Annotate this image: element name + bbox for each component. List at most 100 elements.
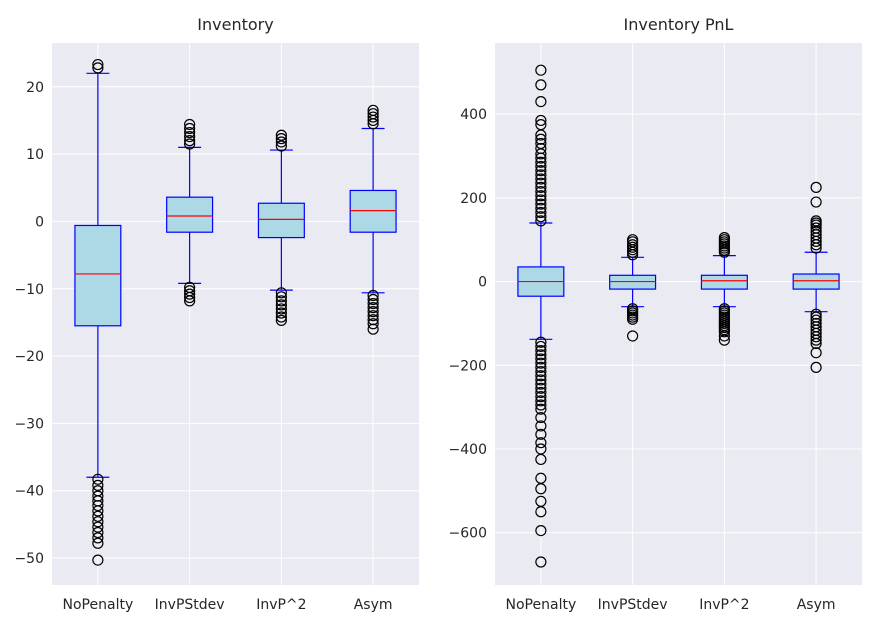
outlier-point xyxy=(184,118,196,131)
y-tick-label: −600 xyxy=(449,526,487,542)
outlier-point xyxy=(92,473,104,485)
outlier-point xyxy=(535,340,547,353)
boxes xyxy=(517,64,840,568)
outlier-point xyxy=(535,156,547,168)
x-tick-label: InvPStdev xyxy=(598,597,668,613)
outlier-point xyxy=(535,194,547,206)
outlier-point xyxy=(718,326,730,338)
outlier-point xyxy=(718,246,730,258)
x-tick-label: InvP^2 xyxy=(699,597,749,613)
outlier-point xyxy=(92,62,104,74)
outlier-point xyxy=(367,318,379,330)
iqr-box xyxy=(700,274,748,290)
outlier-point xyxy=(275,314,287,326)
box-nopenalty xyxy=(74,58,122,566)
box-invp-2 xyxy=(257,129,305,326)
y-tick-label: −20 xyxy=(14,349,44,365)
outlier-point xyxy=(367,118,379,130)
iqr-box xyxy=(792,273,840,290)
iqr-box xyxy=(349,189,397,233)
outlier-point xyxy=(535,437,547,449)
x-tick-label: NoPenalty xyxy=(63,597,134,613)
outlier-point xyxy=(184,130,196,143)
outlier-point xyxy=(275,133,287,145)
x-tick-labels: NoPenalty InvPStdev InvP^2 Asym xyxy=(63,597,393,613)
outlier-point xyxy=(367,297,379,310)
outlier-point xyxy=(627,330,639,342)
outlier-point xyxy=(535,357,547,369)
outlier-point xyxy=(535,160,547,173)
outlier-point xyxy=(535,95,547,108)
chart-title: Inventory PnL xyxy=(624,15,734,34)
x-tick-label: InvPStdev xyxy=(155,597,225,613)
outlier-point xyxy=(535,370,547,382)
outlier-point xyxy=(92,505,104,517)
box-asym xyxy=(792,181,840,373)
y-tick-labels: 20 10 0 −10 −20 −30 −40 −50 xyxy=(14,80,44,567)
outlier-point xyxy=(92,58,104,71)
outlier-point xyxy=(535,79,547,91)
outlier-point xyxy=(535,483,547,495)
y-tick-label: −40 xyxy=(14,484,44,500)
outlier-point xyxy=(275,291,287,303)
y-tick-label: −50 xyxy=(14,551,44,567)
outlier-point xyxy=(627,249,639,261)
y-tick-labels: 400 200 0 −200 −400 −600 xyxy=(449,107,487,542)
outlier-point xyxy=(184,135,196,147)
box-invpstdev xyxy=(609,234,657,342)
outlier-point xyxy=(535,185,547,198)
outlier-point xyxy=(810,361,822,373)
outlier-point xyxy=(535,506,547,518)
outlier-point xyxy=(535,181,547,193)
outlier-point xyxy=(92,510,104,522)
outlier-point xyxy=(810,242,822,254)
outlier-point xyxy=(810,239,822,251)
iqr-box xyxy=(257,202,305,239)
outlier-point xyxy=(535,524,547,537)
outlier-point xyxy=(810,337,822,350)
outlier-point xyxy=(535,129,547,141)
outlier-point xyxy=(810,235,822,247)
outlier-point xyxy=(92,516,104,528)
outlier-point xyxy=(810,308,822,320)
iqr-box xyxy=(74,224,122,327)
outlier-point xyxy=(275,136,287,148)
outlier-point xyxy=(535,374,547,386)
outlier-point xyxy=(627,313,639,325)
outlier-point xyxy=(275,129,287,141)
outlier-point xyxy=(92,521,104,533)
outlier-point xyxy=(367,111,379,123)
outlier-point xyxy=(275,299,287,311)
outlier-point xyxy=(535,169,547,181)
outlier-point xyxy=(535,378,547,390)
x-tick-labels: NoPenalty InvPStdev InvP^2 Asym xyxy=(506,597,836,613)
iqr-box xyxy=(609,274,657,290)
outlier-point xyxy=(184,122,196,135)
outlier-point xyxy=(367,293,379,306)
outlier-point xyxy=(535,420,547,432)
iqr-box xyxy=(166,196,214,233)
box-nopenalty xyxy=(517,64,565,568)
outlier-point xyxy=(535,395,547,407)
outlier-point xyxy=(275,303,287,315)
outlier-point xyxy=(810,334,822,346)
outlier-point xyxy=(810,196,822,208)
outlier-point xyxy=(535,365,547,378)
x-tick-label: Asym xyxy=(797,597,836,613)
outlier-point xyxy=(92,499,104,512)
outlier-point xyxy=(367,302,379,314)
outlier-point xyxy=(535,215,547,227)
boxes xyxy=(74,58,397,566)
outlier-point xyxy=(367,289,379,302)
y-tick-label: 400 xyxy=(460,107,487,123)
outlier-point xyxy=(184,138,196,150)
y-tick-label: −10 xyxy=(14,282,44,298)
outlier-point xyxy=(535,453,547,466)
box-asym xyxy=(349,104,397,335)
chart-title: Inventory xyxy=(197,15,273,34)
y-tick-label: 200 xyxy=(460,191,487,207)
y-tick-label: −400 xyxy=(449,442,487,458)
outlier-point xyxy=(535,399,547,411)
